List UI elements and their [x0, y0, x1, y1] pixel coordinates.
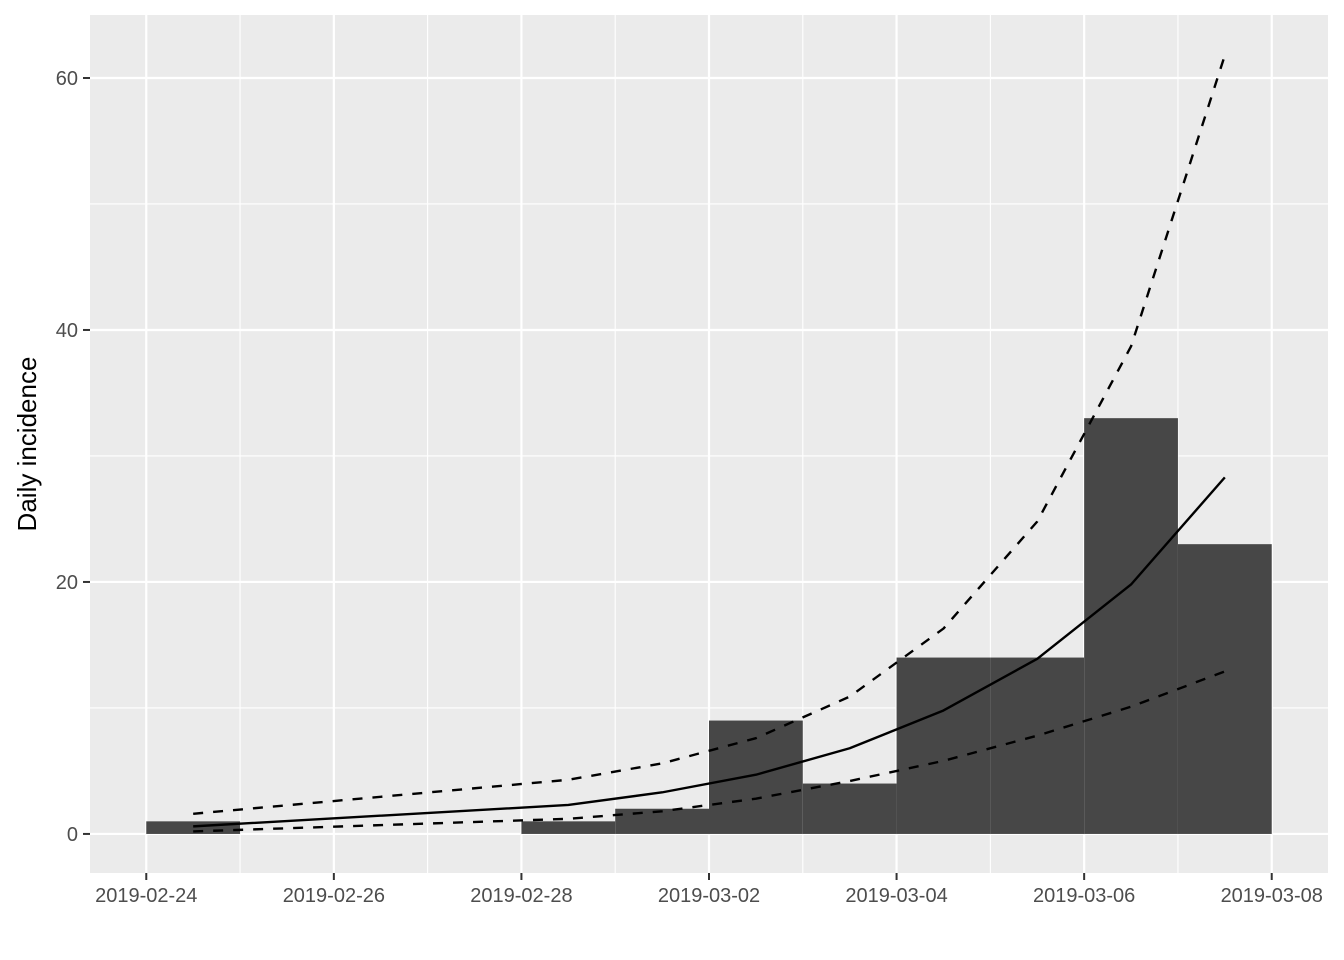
incidence-bar: [1084, 418, 1178, 834]
incidence-bar: [990, 657, 1085, 834]
incidence-bar: [802, 783, 897, 834]
incidence-bar: [1177, 544, 1272, 834]
bars: [146, 418, 1272, 834]
incidence-bar: [615, 808, 709, 834]
incidence-bar: [896, 657, 991, 834]
incidence-bar: [521, 821, 616, 834]
x-tick-label: 2019-02-24: [95, 885, 197, 907]
x-tick-label: 2019-03-02: [658, 885, 760, 907]
y-tick-label: 0: [67, 824, 78, 846]
interval-line-dashed: [193, 670, 1226, 833]
y-axis-title: Daily incidence: [12, 357, 42, 532]
x-tick-label: 2019-03-08: [1221, 885, 1323, 907]
y-tick-label: 60: [56, 68, 78, 90]
x-tick-label: 2019-03-04: [845, 885, 947, 907]
x-axis: 2019-02-24 2019-02-26 2019-02-28 2019-03-02…: [95, 873, 1323, 907]
series-lines: [193, 54, 1226, 833]
y-tick-label: 40: [56, 320, 78, 342]
incidence-bar: [709, 720, 803, 834]
incidence-bar: [146, 821, 241, 834]
x-tick-label: 2019-03-06: [1033, 885, 1135, 907]
interval-line-dashed: [193, 54, 1226, 815]
x-tick-label: 2019-02-28: [470, 885, 572, 907]
estimate-line: [193, 476, 1226, 828]
y-axis: 0 20 40 60: [56, 68, 90, 846]
y-tick-label: 20: [56, 572, 78, 594]
x-tick-label: 2019-02-26: [283, 885, 385, 907]
